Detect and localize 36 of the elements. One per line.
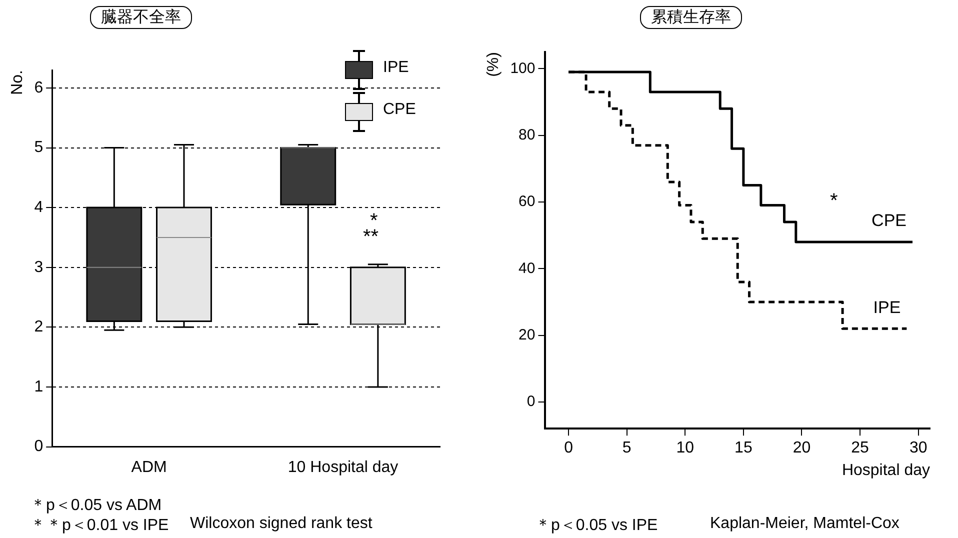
chart-title: 臓器不全率	[90, 6, 192, 29]
y-tick-label: 60	[518, 193, 536, 210]
x-tick-label: 20	[792, 440, 811, 457]
y-tick-label: 1	[34, 378, 44, 396]
x-tick-label: ADM	[131, 458, 167, 476]
x-tick-label: 30	[909, 440, 928, 457]
y-axis-title: (%)	[485, 52, 502, 77]
x-axis-title: Hospital day	[842, 462, 930, 479]
y-tick-label: 20	[518, 326, 536, 344]
y-tick-label: 4	[34, 198, 44, 216]
text: ＊p＜0.05 vs IPE	[535, 516, 658, 536]
y-tick-label: 3	[34, 258, 44, 276]
text: ＊p＜0.05 vs ADM	[30, 496, 162, 516]
text: Wilcoxon signed rank test	[190, 515, 372, 533]
series-label: CPE	[872, 211, 907, 230]
y-tick-label: 0	[526, 393, 536, 410]
annotation: *	[830, 190, 838, 213]
text: Kaplan-Meier, Mamtel-Cox	[710, 515, 900, 533]
x-tick-label: 10	[676, 440, 694, 457]
y-tick-label: 40	[518, 260, 536, 277]
text: ＊＊p＜0.01 vs IPE	[30, 516, 169, 536]
x-tick-label: 25	[851, 440, 870, 457]
x-tick-label: 0	[564, 440, 574, 457]
y-axis-title: No.	[9, 70, 26, 95]
y-tick-label: 80	[518, 126, 536, 144]
y-tick-label: 2	[34, 318, 44, 336]
y-tick-label: 100	[510, 60, 536, 77]
y-tick-label: 6	[34, 79, 44, 96]
x-tick-label: 5	[622, 440, 632, 457]
x-tick-label: 15	[734, 440, 752, 457]
x-tick-label: 10 Hospital day	[288, 458, 398, 476]
series-label: IPE	[873, 298, 901, 317]
chart-title: 累積生存率	[640, 6, 742, 29]
legend-label: IPE	[383, 59, 409, 77]
y-tick-label: 5	[34, 139, 44, 156]
legend-label: CPE	[383, 101, 416, 119]
